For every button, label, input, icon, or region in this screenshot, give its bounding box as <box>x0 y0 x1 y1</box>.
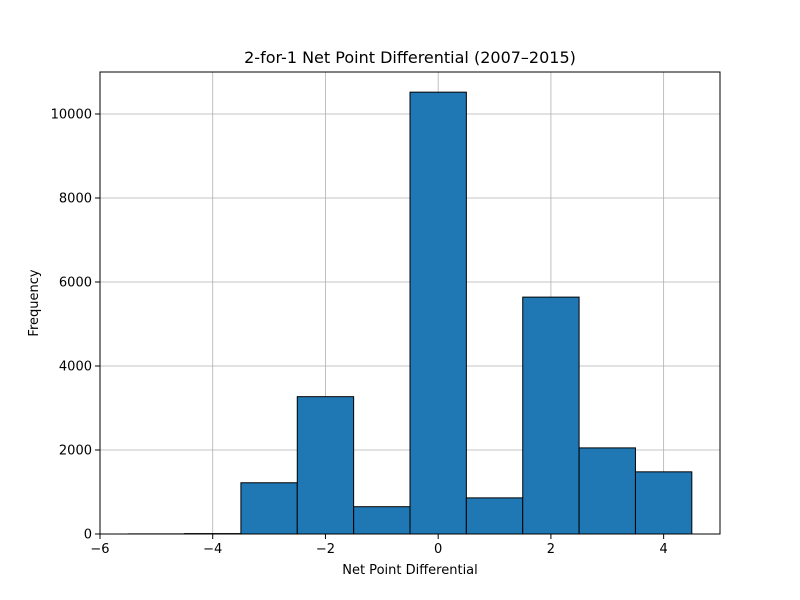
y-tick-label: 8000 <box>59 192 92 207</box>
x-tick-label: −6 <box>90 542 109 557</box>
y-tick-label: 2000 <box>59 444 92 459</box>
y-tick-label: 0 <box>84 528 92 543</box>
chart-title: 2-for-1 Net Point Differential (2007–201… <box>244 48 576 67</box>
histogram-bar <box>409 91 467 535</box>
histogram-bar <box>465 497 524 535</box>
histogram-bar <box>240 482 298 535</box>
histogram-bar <box>353 506 411 535</box>
x-tick-label: 2 <box>547 542 555 557</box>
x-tick-label: −2 <box>316 542 335 557</box>
x-tick-label: 4 <box>659 542 667 557</box>
histogram-bar <box>296 396 355 535</box>
y-tick-label: 10000 <box>51 108 92 123</box>
y-tick-label: 4000 <box>59 360 92 375</box>
histogram-bar <box>634 471 693 535</box>
histogram-bar <box>578 447 636 535</box>
x-axis-ticks: −6 −4 −2 0 2 4 <box>90 534 668 557</box>
y-tick-label: 6000 <box>59 276 92 291</box>
histogram-bars <box>127 91 693 535</box>
histogram-bar <box>522 296 580 535</box>
y-axis-title: Frequency <box>27 269 42 336</box>
x-tick-label: 0 <box>434 542 442 557</box>
y-axis-ticks: 0 2000 4000 6000 8000 10000 <box>51 108 100 543</box>
x-axis-title: Net Point Differential <box>342 563 478 578</box>
x-tick-label: −4 <box>203 542 222 557</box>
plot-area-frame <box>99 71 721 535</box>
